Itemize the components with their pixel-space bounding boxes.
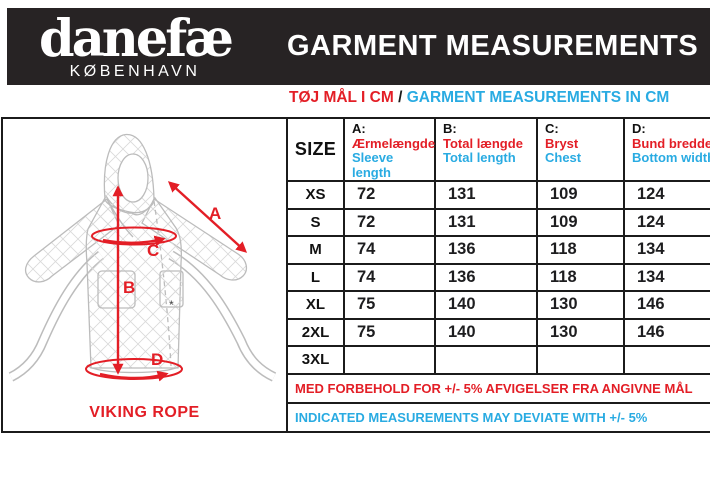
value-sleeve-length: 72	[343, 180, 436, 210]
size-label: M	[286, 235, 345, 265]
value-bottom-width: 134	[623, 262, 710, 292]
value-bottom-width: 124	[623, 207, 710, 237]
size-label: 3XL	[286, 345, 345, 375]
column-header-a: A: Ærmelængde Sleeve length	[343, 117, 436, 182]
table-row-xl: XL 75 140 130 146	[2, 290, 710, 320]
table-row-s: S 72 131 109 124	[2, 207, 710, 237]
size-label: L	[286, 262, 345, 292]
column-key: A:	[352, 121, 366, 136]
value-sleeve-length: 72	[343, 207, 436, 237]
table-row-m: M 74 136 118 134	[2, 235, 710, 265]
table-row-xs: XS 72 131 109 124	[2, 180, 710, 210]
size-label: S	[286, 207, 345, 237]
value-bottom-width: 134	[623, 235, 710, 265]
value-sleeve-length: 74	[343, 235, 436, 265]
value-sleeve-length	[343, 345, 436, 375]
column-header-size: SIZE	[286, 117, 345, 182]
garment-drawing-cell: A B C D * VIKING ROPE	[1, 117, 288, 433]
value-chest: 109	[536, 207, 625, 237]
table-row-2xl: 2XL 75 140 130 146	[2, 317, 710, 347]
disclaimer-danish: MED FORBEHOLD FOR +/- 5% AFVIGELSER FRA …	[286, 372, 710, 404]
brand-logo-city: KØBENHAVN	[69, 63, 201, 80]
value-chest	[536, 345, 625, 375]
column-danish: Total længde	[443, 135, 523, 151]
arrow-label-d: D	[151, 350, 163, 369]
garment-diagram: A B C D *	[8, 133, 277, 382]
size-label: XS	[286, 180, 345, 210]
value-bottom-width	[623, 345, 710, 375]
column-english: Chest	[545, 150, 582, 165]
subtitle-danish: TØJ MÅL I CM	[289, 89, 394, 106]
table-header-row: A B C D * VIKING ROPE SIZE A: Ærmelængde…	[1, 117, 710, 433]
column-english: Total length	[443, 150, 516, 165]
value-bottom-width: 146	[623, 317, 710, 347]
value-sleeve-length: 75	[343, 317, 436, 347]
value-chest: 118	[536, 235, 625, 265]
value-chest: 130	[536, 290, 625, 320]
table-row-3xl: 3XL	[2, 345, 710, 375]
column-english: Bottom width	[632, 150, 710, 165]
pocket-inner	[159, 270, 184, 308]
brand-logo: danefæ KØBENHAVN	[31, 13, 239, 80]
column-danish: Ærmelængde	[352, 135, 436, 151]
robe-outline	[8, 133, 277, 382]
brand-logo-text: danefæ	[39, 9, 234, 69]
garment-name: VIKING ROPE	[89, 403, 200, 421]
value-total-length: 136	[434, 235, 538, 265]
subtitle-english: GARMENT MEASUREMENTS IN CM	[406, 89, 670, 106]
disclaimer-row-danish: MED FORBEHOLD FOR +/- 5% AFVIGELSER FRA …	[2, 372, 710, 404]
page-title: GARMENT MEASUREMENTS	[287, 29, 699, 62]
size-label: 2XL	[286, 317, 345, 347]
brand-header-bar: danefæ KØBENHAVN GARMENT MEASUREMENTS	[7, 8, 710, 85]
column-key: B:	[443, 121, 457, 136]
column-english: Sleeve length	[352, 150, 394, 180]
value-chest: 130	[536, 317, 625, 347]
measurements-table: A B C D * VIKING ROPE SIZE A: Ærmelængde…	[1, 117, 710, 433]
value-total-length: 131	[434, 207, 538, 237]
value-bottom-width: 146	[623, 290, 710, 320]
value-total-length: 140	[434, 290, 538, 320]
disclaimer-english: INDICATED MEASUREMENTS MAY DEVIATE WITH …	[286, 401, 710, 433]
disclaimer-row-english: INDICATED MEASUREMENTS MAY DEVIATE WITH …	[2, 401, 710, 433]
column-key: D:	[632, 121, 646, 136]
column-danish: Bryst	[545, 135, 579, 151]
column-header-c: C: Bryst Chest	[536, 117, 625, 182]
measurement-arrows	[85, 181, 248, 382]
table-row-l: L 74 136 118 134	[2, 262, 710, 292]
arrow-label-b: B	[123, 278, 135, 297]
value-sleeve-length: 74	[343, 262, 436, 292]
column-danish: Bund bredde	[632, 135, 710, 151]
size-label: XL	[286, 290, 345, 320]
arrow-a-sleeve-length	[167, 181, 248, 253]
subtitle-separator: /	[393, 89, 407, 106]
arrow-c-chest	[91, 226, 177, 246]
value-chest: 109	[536, 180, 625, 210]
value-total-length: 131	[434, 180, 538, 210]
subtitle: TØJ MÅL I CM / GARMENT MEASUREMENTS IN C…	[289, 89, 669, 107]
hood-opening	[117, 153, 149, 203]
arrow-label-c: C	[147, 241, 159, 260]
column-header-d: D: Bund bredde Bottom width	[623, 117, 710, 182]
value-chest: 118	[536, 262, 625, 292]
value-total-length	[434, 345, 538, 375]
value-sleeve-length: 75	[343, 290, 436, 320]
asterisk-mark: *	[169, 298, 174, 312]
column-key: C:	[545, 121, 559, 136]
value-total-length: 136	[434, 262, 538, 292]
value-total-length: 140	[434, 317, 538, 347]
arrow-label-a: A	[209, 204, 221, 223]
column-header-b: B: Total længde Total length	[434, 117, 538, 182]
value-bottom-width: 124	[623, 180, 710, 210]
